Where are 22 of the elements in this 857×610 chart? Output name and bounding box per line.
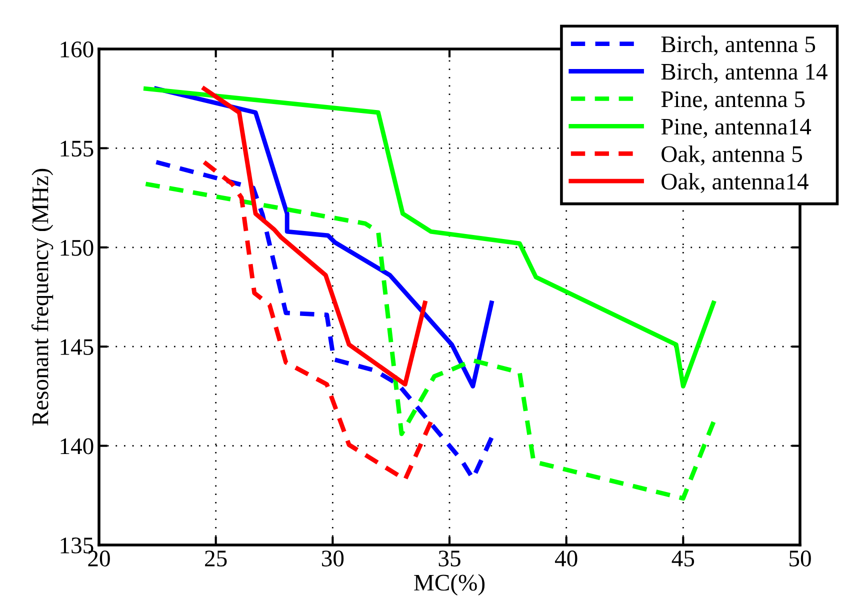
legend-label: Pine, antenna 5 — [661, 91, 805, 111]
legend-label: Pine, antenna14 — [661, 118, 812, 138]
legend-label: Oak, antenna 5 — [662, 146, 802, 166]
line-series — [202, 160, 434, 482]
x-axis-title: MC(%) — [414, 574, 485, 596]
y-tick-label: 155 — [60, 140, 94, 157]
x-tick-label: 50 — [790, 550, 811, 566]
line-series — [202, 86, 428, 387]
line-series — [154, 86, 494, 389]
legend-label: Birch, antenna 14 — [661, 63, 828, 84]
y-tick-label: 140 — [60, 438, 94, 454]
y-tick-label: 160 — [60, 41, 94, 58]
x-tick-label: 35 — [438, 550, 460, 566]
x-tick-label: 30 — [322, 550, 344, 566]
x-tick-label: 45 — [672, 550, 694, 566]
legend-label: Birch, antenna 5 — [661, 36, 816, 56]
x-tick-label: 40 — [554, 550, 578, 566]
x-tick-label: 25 — [205, 550, 227, 566]
y-tick-label: 145 — [60, 339, 94, 356]
y-axis-title: Resonant frequency (MHz) — [31, 168, 54, 426]
y-tick-label: 150 — [60, 240, 94, 256]
legend-label: Oak, antenna14 — [662, 172, 808, 193]
